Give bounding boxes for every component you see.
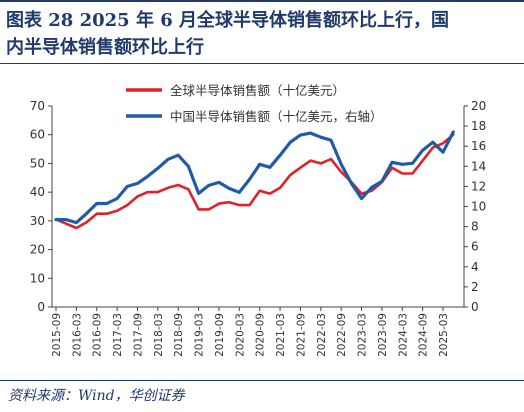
y-left-tick-label: 30 [30, 214, 45, 228]
x-tick-label: 2020-03 [234, 313, 246, 357]
series-line-global [54, 133, 455, 230]
y-left-tick-label: 10 [30, 271, 45, 285]
y-right-tick-label: 16 [471, 139, 486, 153]
y-right-tick-label: 18 [471, 119, 486, 133]
x-tick-label: 2023-03 [357, 313, 369, 357]
chart-svg: 0 10 20 30 40 50 60 70 0 2 4 6 8 10 12 14 16 18 20 2015-09 2… [30, 83, 487, 357]
y-left-tick-label: 0 [37, 300, 45, 314]
chart-legend: 全球半导体销售额（十亿美元） 中国半导体销售额（十亿美元，右轴） [126, 83, 383, 124]
header-top-rule [0, 0, 524, 2]
x-tick-label: 2022-09 [336, 313, 348, 357]
x-tick-label: 2017-09 [132, 313, 144, 357]
y-right-tick-label: 0 [471, 300, 479, 314]
y-right-tick-label: 6 [471, 240, 479, 254]
y-right-tick-label: 8 [471, 220, 479, 234]
y-left-tick-label: 70 [30, 99, 45, 113]
legend-label: 中国半导体销售额（十亿美元，右轴） [170, 109, 383, 124]
x-tick-label: 2021-03 [275, 313, 287, 357]
x-tick-label: 2019-03 [194, 313, 206, 357]
x-tick-label: 2019-09 [214, 313, 226, 357]
x-tick-label: 2018-03 [153, 313, 165, 357]
source-note: 资料来源：Wind，华创证券 [8, 388, 185, 404]
y-left-tick-label: 60 [30, 128, 45, 142]
x-tick-label: 2021-09 [295, 313, 307, 357]
header-bottom-rule [0, 63, 524, 64]
y-left-tick-label: 50 [30, 156, 45, 170]
x-tick-label: 2023-09 [377, 313, 389, 357]
legend-label: 全球半导体销售额（十亿美元） [170, 83, 345, 98]
y-left-tick-label: 20 [30, 243, 45, 257]
chart-axes: 0 10 20 30 40 50 60 70 0 2 4 6 8 10 12 14 16 18 20 2015-09 2… [30, 99, 487, 357]
y-right-tick-label: 4 [471, 260, 479, 274]
footer-rule [0, 380, 524, 381]
y-right-tick-label: 10 [471, 200, 486, 214]
x-tick-label: 2020-09 [255, 313, 267, 357]
x-tick-label: 2018-09 [173, 313, 185, 357]
series-line-china [54, 130, 455, 225]
y-right-tick-label: 2 [471, 280, 479, 294]
x-tick-label: 2024-09 [418, 313, 430, 357]
figure-title-line1: 图表 28 2025 年 6 月全球半导体销售额环比上行，国 [6, 10, 450, 31]
x-tick-label: 2025-03 [438, 313, 450, 357]
x-tick-label: 2022-03 [316, 313, 328, 357]
y-right-tick-label: 12 [471, 179, 486, 193]
figure-title-line2: 内半导体销售额环比上行 [6, 37, 204, 58]
figure-header: 图表 28 2025 年 6 月全球半导体销售额环比上行，国 内半导体销售额环比… [0, 0, 524, 64]
x-tick-label: 2016-03 [71, 313, 83, 357]
x-tick-label: 2017-03 [112, 313, 124, 357]
x-tick-label: 2015-09 [51, 313, 63, 357]
y-right-tick-label: 20 [471, 99, 486, 113]
y-left-tick-label: 40 [30, 185, 45, 199]
x-tick-label: 2024-03 [397, 313, 409, 357]
x-tick-label: 2016-09 [92, 313, 104, 357]
chart-lines [54, 130, 455, 230]
y-right-tick-label: 14 [471, 159, 486, 173]
